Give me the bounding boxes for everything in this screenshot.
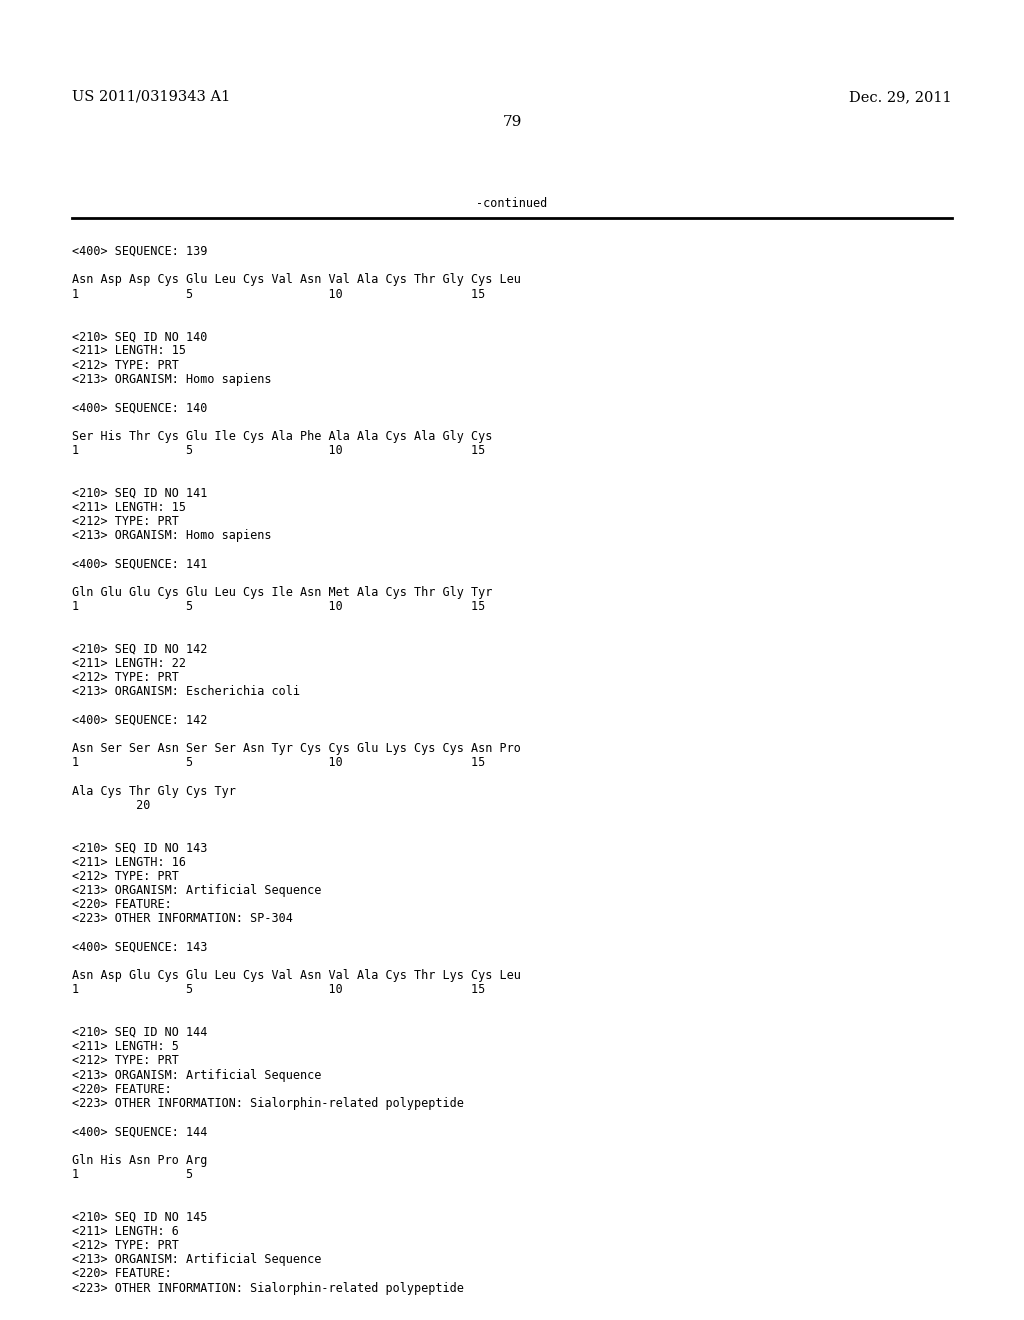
Text: 20: 20	[72, 799, 151, 812]
Text: Dec. 29, 2011: Dec. 29, 2011	[849, 90, 952, 104]
Text: <223> OTHER INFORMATION: Sialorphin-related polypeptide: <223> OTHER INFORMATION: Sialorphin-rela…	[72, 1282, 464, 1295]
Text: Asn Ser Ser Asn Ser Ser Asn Tyr Cys Cys Glu Lys Cys Cys Asn Pro: Asn Ser Ser Asn Ser Ser Asn Tyr Cys Cys …	[72, 742, 521, 755]
Text: 1               5                   10                  15: 1 5 10 15	[72, 601, 485, 612]
Text: Gln Glu Glu Cys Glu Leu Cys Ile Asn Met Ala Cys Thr Gly Tyr: Gln Glu Glu Cys Glu Leu Cys Ile Asn Met …	[72, 586, 493, 599]
Text: <213> ORGANISM: Homo sapiens: <213> ORGANISM: Homo sapiens	[72, 372, 271, 385]
Text: <400> SEQUENCE: 144: <400> SEQUENCE: 144	[72, 1126, 208, 1138]
Text: <212> TYPE: PRT: <212> TYPE: PRT	[72, 359, 179, 372]
Text: <211> LENGTH: 6: <211> LENGTH: 6	[72, 1225, 179, 1238]
Text: <400> SEQUENCE: 139: <400> SEQUENCE: 139	[72, 246, 208, 257]
Text: <210> SEQ ID NO 145: <210> SEQ ID NO 145	[72, 1210, 208, 1224]
Text: <220> FEATURE:: <220> FEATURE:	[72, 1267, 172, 1280]
Text: <212> TYPE: PRT: <212> TYPE: PRT	[72, 671, 179, 684]
Text: <213> ORGANISM: Artificial Sequence: <213> ORGANISM: Artificial Sequence	[72, 1069, 322, 1081]
Text: <213> ORGANISM: Escherichia coli: <213> ORGANISM: Escherichia coli	[72, 685, 300, 698]
Text: 79: 79	[503, 115, 521, 129]
Text: <210> SEQ ID NO 143: <210> SEQ ID NO 143	[72, 841, 208, 854]
Text: <210> SEQ ID NO 144: <210> SEQ ID NO 144	[72, 1026, 208, 1039]
Text: 1               5: 1 5	[72, 1168, 194, 1181]
Text: 1               5                   10                  15: 1 5 10 15	[72, 288, 485, 301]
Text: <212> TYPE: PRT: <212> TYPE: PRT	[72, 515, 179, 528]
Text: <212> TYPE: PRT: <212> TYPE: PRT	[72, 1055, 179, 1068]
Text: 1               5                   10                  15: 1 5 10 15	[72, 756, 485, 770]
Text: Ala Cys Thr Gly Cys Tyr: Ala Cys Thr Gly Cys Tyr	[72, 784, 236, 797]
Text: <400> SEQUENCE: 142: <400> SEQUENCE: 142	[72, 714, 208, 726]
Text: <400> SEQUENCE: 141: <400> SEQUENCE: 141	[72, 557, 208, 570]
Text: Asn Asp Glu Cys Glu Leu Cys Val Asn Val Ala Cys Thr Lys Cys Leu: Asn Asp Glu Cys Glu Leu Cys Val Asn Val …	[72, 969, 521, 982]
Text: <400> SEQUENCE: 143: <400> SEQUENCE: 143	[72, 941, 208, 954]
Text: <220> FEATURE:: <220> FEATURE:	[72, 898, 172, 911]
Text: <400> SEQUENCE: 140: <400> SEQUENCE: 140	[72, 401, 208, 414]
Text: <211> LENGTH: 15: <211> LENGTH: 15	[72, 345, 186, 358]
Text: Asn Asp Asp Cys Glu Leu Cys Val Asn Val Ala Cys Thr Gly Cys Leu: Asn Asp Asp Cys Glu Leu Cys Val Asn Val …	[72, 273, 521, 286]
Text: <210> SEQ ID NO 142: <210> SEQ ID NO 142	[72, 643, 208, 656]
Text: 1               5                   10                  15: 1 5 10 15	[72, 983, 485, 997]
Text: 1               5                   10                  15: 1 5 10 15	[72, 444, 485, 457]
Text: <211> LENGTH: 16: <211> LENGTH: 16	[72, 855, 186, 869]
Text: <220> FEATURE:: <220> FEATURE:	[72, 1082, 172, 1096]
Text: <213> ORGANISM: Artificial Sequence: <213> ORGANISM: Artificial Sequence	[72, 884, 322, 898]
Text: <212> TYPE: PRT: <212> TYPE: PRT	[72, 870, 179, 883]
Text: Gln His Asn Pro Arg: Gln His Asn Pro Arg	[72, 1154, 208, 1167]
Text: US 2011/0319343 A1: US 2011/0319343 A1	[72, 90, 230, 104]
Text: <213> ORGANISM: Homo sapiens: <213> ORGANISM: Homo sapiens	[72, 529, 271, 543]
Text: <223> OTHER INFORMATION: Sialorphin-related polypeptide: <223> OTHER INFORMATION: Sialorphin-rela…	[72, 1097, 464, 1110]
Text: <211> LENGTH: 22: <211> LENGTH: 22	[72, 657, 186, 669]
Text: <210> SEQ ID NO 140: <210> SEQ ID NO 140	[72, 330, 208, 343]
Text: <211> LENGTH: 15: <211> LENGTH: 15	[72, 500, 186, 513]
Text: -continued: -continued	[476, 197, 548, 210]
Text: Ser His Thr Cys Glu Ile Cys Ala Phe Ala Ala Cys Ala Gly Cys: Ser His Thr Cys Glu Ile Cys Ala Phe Ala …	[72, 429, 493, 442]
Text: <213> ORGANISM: Artificial Sequence: <213> ORGANISM: Artificial Sequence	[72, 1253, 322, 1266]
Text: <223> OTHER INFORMATION: SP-304: <223> OTHER INFORMATION: SP-304	[72, 912, 293, 925]
Text: <212> TYPE: PRT: <212> TYPE: PRT	[72, 1239, 179, 1251]
Text: <210> SEQ ID NO 141: <210> SEQ ID NO 141	[72, 486, 208, 499]
Text: <211> LENGTH: 5: <211> LENGTH: 5	[72, 1040, 179, 1053]
